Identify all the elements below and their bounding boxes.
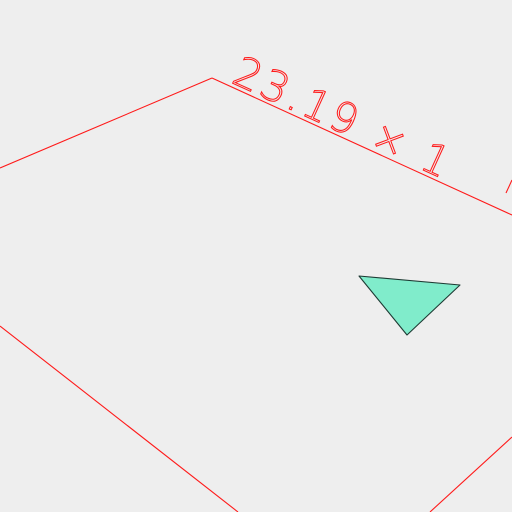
dimension-label: 23.19 × 1 xyxy=(226,47,461,189)
outline-left-edge xyxy=(0,325,239,512)
outline-top-right-edge xyxy=(211,77,512,216)
outline-top-left-edge xyxy=(0,77,213,169)
outline-bottom-right-edge xyxy=(429,436,512,512)
dimension-tick xyxy=(505,179,512,194)
triangle-shape[interactable] xyxy=(358,275,461,336)
